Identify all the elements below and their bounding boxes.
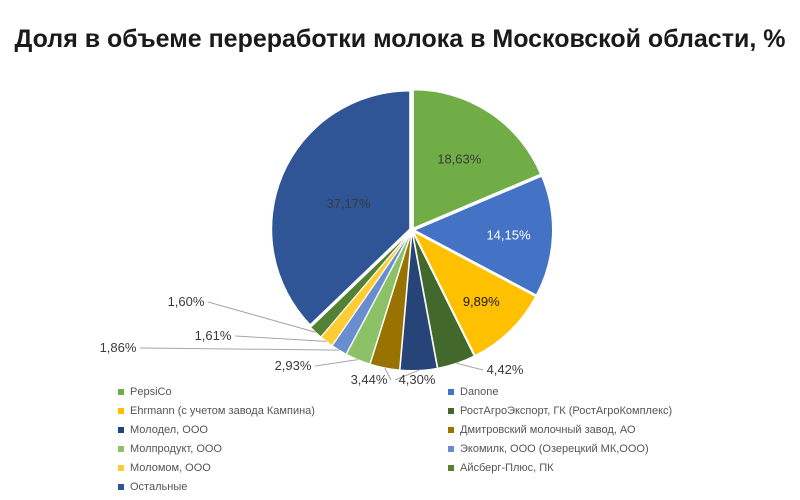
legend-label: Экомилк, ООО (Озерецкий МК,ООО) [460, 443, 649, 455]
slice-label-моломом-ооо: 1,61% [195, 328, 232, 343]
legend-swatch [118, 484, 124, 490]
slice-label-молодел-ооо: 4,30% [399, 372, 436, 387]
legend-swatch [118, 465, 124, 471]
legend-item: Айсберг-Плюс, ПК [448, 460, 758, 476]
legend-label: Молодел, ООО [130, 424, 208, 436]
slice-label-ростагроэкспорт-гк-ростагрокомплекс: 4,42% [487, 362, 524, 377]
legend-swatch [118, 427, 124, 433]
legend-item: Молодел, ООО [118, 422, 448, 438]
legend-label: Айсберг-Плюс, ПК [460, 462, 554, 474]
slice-label-экомилк-ооо-озерецкий-мк-ооо: 1,86% [100, 340, 137, 355]
legend-item: Экомилк, ООО (Озерецкий МК,ООО) [448, 441, 758, 457]
pie-slice-дмитровский-молочный-завод-ао [369, 232, 413, 371]
legend-item: Остальные [118, 479, 448, 495]
slice-label-danone: 14,15% [486, 227, 531, 242]
legend-swatch [448, 427, 454, 433]
slice-label-остальные: 37,17% [326, 196, 371, 211]
legend-swatch [118, 408, 124, 414]
leader-line [394, 369, 419, 381]
legend-item: Ehrmann (с учетом завода Кампина) [118, 403, 448, 419]
slice-label-молпродукт-ооо: 2,93% [275, 358, 312, 373]
leader-line [384, 367, 392, 381]
legend-swatch [448, 446, 454, 452]
chart-title: Доля в объеме переработки молока в Моско… [14, 25, 786, 53]
legend-label: Остальные [130, 481, 188, 493]
pie-slice-danone [413, 175, 553, 296]
legend-swatch [118, 446, 124, 452]
legend-item: PepsiCo [118, 384, 448, 400]
legend-swatch [448, 408, 454, 414]
legend-label: Молпродукт, ООО [130, 443, 222, 455]
legend-label: РостАгроЭкспорт, ГК (РостАгроКомплекс) [460, 405, 673, 417]
pie-slice-остальные [271, 90, 411, 326]
legend-item: Моломом, ООО [118, 460, 448, 476]
legend-item: Дмитровский молочный завод, АО [448, 422, 758, 438]
legend-item: Danone [448, 384, 758, 400]
legend-swatch [118, 389, 124, 395]
pie-slice-ehrmann-с-учетом-завода-кампина [412, 230, 537, 357]
slice-label-дмитровский-молочный-завод-ао: 3,44% [351, 372, 388, 387]
legend-label: Ehrmann (с учетом завода Кампина) [130, 405, 315, 417]
legend-swatch [448, 465, 454, 471]
leader-line [139, 347, 340, 351]
legend-label: Danone [460, 386, 499, 398]
legend-item: РостАгроЭкспорт, ГК (РостАгроКомплекс) [448, 403, 758, 419]
leader-line [234, 335, 327, 342]
chart-legend: PepsiCo Danone Ehrmann (с учетом завода Ка… [118, 384, 758, 495]
legend-item: Молпродукт, ООО [118, 441, 448, 457]
slice-label-айсберг-плюс-пк: 1,60% [168, 294, 205, 309]
leader-line [207, 301, 316, 333]
pie-slice-ростагроэкспорт-гк-ростагрокомплекс [412, 232, 475, 369]
leader-line [456, 362, 484, 371]
legend-label: Моломом, ООО [130, 462, 211, 474]
legend-label: Дмитровский молочный завод, АО [460, 424, 636, 436]
legend-label: PepsiCo [130, 386, 172, 398]
legend-swatch [448, 389, 454, 395]
slice-label-ehrmann-с-учетом-завода-кампина: 9,89% [463, 294, 500, 309]
leader-line [314, 359, 358, 367]
slice-label-pepsico: 18,63% [437, 152, 482, 167]
pie-slice-pepsico [412, 89, 542, 229]
